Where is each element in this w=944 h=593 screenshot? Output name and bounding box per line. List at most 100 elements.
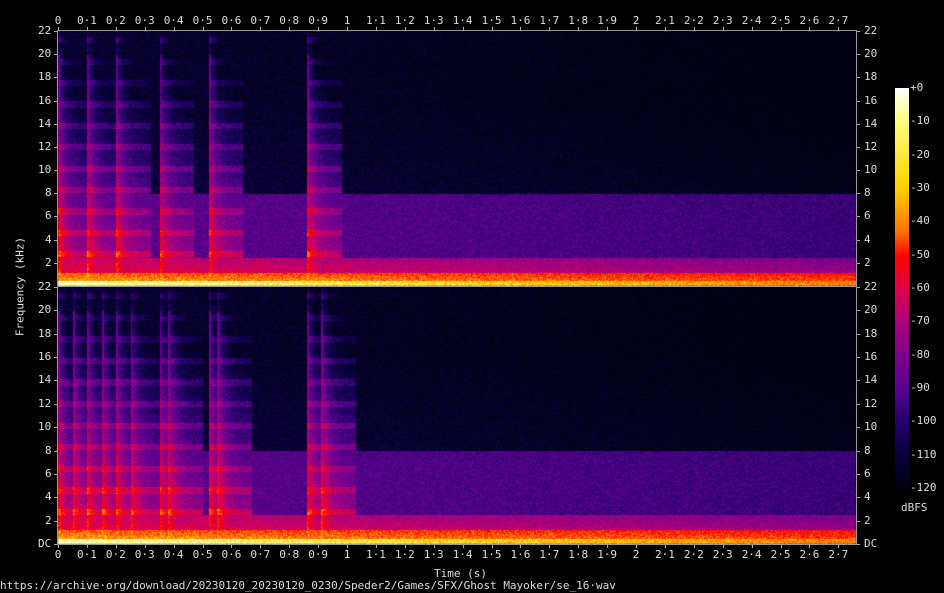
x-tick-label-top: 1·7 bbox=[539, 14, 560, 27]
y-tick-label-left: 2 bbox=[45, 255, 52, 269]
x-tick bbox=[58, 545, 59, 548]
y-tick bbox=[857, 544, 860, 545]
x-tick bbox=[260, 545, 262, 548]
y-tick bbox=[54, 357, 57, 359]
y-tick-label-left: 16 bbox=[38, 350, 52, 364]
colorbar-tick-label: -100 bbox=[910, 414, 937, 428]
x-tick bbox=[433, 545, 435, 548]
y-tick-label-right: 8 bbox=[864, 186, 871, 200]
x-tick bbox=[549, 27, 551, 30]
x-tick-label-bottom: 1·1 bbox=[366, 548, 386, 561]
x-tick bbox=[404, 545, 406, 548]
y-tick bbox=[54, 146, 57, 148]
y-tick-label-left: 8 bbox=[45, 186, 52, 200]
x-tick bbox=[693, 545, 695, 548]
colorbar-tick-label: -30 bbox=[910, 181, 930, 194]
y-tick bbox=[857, 520, 860, 522]
x-tick-label-top: 2·1 bbox=[655, 14, 675, 27]
x-tick bbox=[115, 27, 117, 30]
x-tick bbox=[231, 27, 233, 30]
y-tick bbox=[857, 216, 860, 218]
x-tick bbox=[809, 27, 811, 30]
x-tick-label-top: 2·3 bbox=[712, 14, 733, 27]
y-tick bbox=[54, 403, 57, 405]
x-tick-label-bottom: 1·8 bbox=[568, 548, 589, 561]
colorbar-tick-label: -60 bbox=[910, 281, 930, 294]
x-tick-label-bottom: 0·4 bbox=[163, 548, 184, 561]
x-tick-label-bottom: 0·8 bbox=[279, 548, 300, 561]
x-tick-label-top: 1·6 bbox=[510, 14, 531, 27]
channel-1-frame bbox=[57, 30, 857, 287]
x-tick-label-top: 2·6 bbox=[799, 14, 820, 27]
x-tick-label-top: 0·3 bbox=[134, 14, 155, 27]
x-tick bbox=[86, 27, 88, 30]
y-tick-label-left: 6 bbox=[45, 466, 52, 480]
x-tick bbox=[693, 27, 695, 30]
x-tick bbox=[260, 27, 262, 30]
x-tick bbox=[664, 27, 666, 30]
x-tick bbox=[780, 545, 782, 548]
y-tick bbox=[857, 287, 860, 288]
x-tick bbox=[838, 545, 840, 548]
x-tick bbox=[809, 545, 811, 548]
y-tick-label-right: 14 bbox=[864, 373, 878, 387]
y-tick bbox=[857, 31, 860, 32]
y-tick-label-left: 12 bbox=[38, 396, 52, 410]
y-tick-label-right: 10 bbox=[864, 163, 878, 177]
x-tick-label-bottom: 1·6 bbox=[510, 548, 531, 561]
x-tick bbox=[231, 545, 233, 548]
y-tick-label-right: 18 bbox=[864, 70, 878, 84]
y-tick-label-left: 2 bbox=[45, 513, 52, 527]
y-tick bbox=[857, 427, 860, 429]
y-tick bbox=[54, 473, 57, 475]
y-tick-label-left: 6 bbox=[45, 209, 52, 223]
y-tick bbox=[857, 170, 860, 172]
y-tick bbox=[54, 123, 57, 125]
channel-2-frame bbox=[57, 286, 857, 545]
x-tick bbox=[202, 27, 204, 30]
y-tick bbox=[54, 544, 57, 545]
y-tick bbox=[857, 450, 860, 452]
y-tick-label-left: 14 bbox=[38, 373, 52, 387]
y-tick bbox=[54, 450, 57, 452]
x-tick bbox=[318, 27, 320, 30]
x-tick-label-bottom: 1·5 bbox=[481, 548, 502, 561]
x-tick-label-bottom: 0·1 bbox=[77, 548, 97, 561]
colorbar-tick-label: -20 bbox=[910, 147, 930, 161]
x-tick bbox=[664, 545, 666, 548]
colorbar-tick-label: -110 bbox=[910, 447, 937, 461]
x-tick-label-bottom: 0·2 bbox=[105, 548, 126, 561]
y-tick-label-right: 18 bbox=[864, 326, 878, 340]
x-tick bbox=[144, 545, 146, 548]
x-tick bbox=[375, 27, 377, 30]
y-tick bbox=[857, 473, 860, 475]
x-tick bbox=[722, 545, 724, 548]
x-tick-label-top: 1 bbox=[343, 14, 351, 27]
x-tick bbox=[838, 27, 840, 30]
y-tick-label-right: 12 bbox=[864, 396, 878, 410]
y-tick-label-left: 4 bbox=[45, 490, 52, 504]
x-tick bbox=[751, 27, 753, 30]
y-tick bbox=[54, 520, 57, 522]
y-tick bbox=[857, 193, 860, 195]
x-tick-label-bottom: 2·7 bbox=[828, 548, 849, 561]
x-tick bbox=[520, 27, 522, 30]
y-tick-label-right: 12 bbox=[864, 139, 878, 153]
colorbar-label: dBFS bbox=[901, 501, 928, 514]
y-tick-label-left: 8 bbox=[45, 443, 52, 457]
x-tick-label-top: 1·3 bbox=[423, 14, 444, 27]
x-tick-label-top: 0·2 bbox=[105, 14, 126, 27]
x-tick-label-top: 1·9 bbox=[597, 14, 618, 27]
y-tick-label-left: 22 bbox=[38, 24, 52, 37]
x-tick bbox=[433, 27, 435, 30]
x-tick bbox=[491, 27, 493, 30]
x-tick bbox=[289, 545, 291, 548]
colorbar-tick-label: -80 bbox=[910, 347, 930, 361]
x-tick-label-top: 1·1 bbox=[366, 14, 386, 27]
y-tick bbox=[54, 216, 57, 218]
x-tick-label-top: 0·9 bbox=[308, 14, 329, 27]
x-tick-label-bottom: 0 bbox=[54, 548, 62, 561]
x-tick-label-bottom: 2·2 bbox=[683, 548, 704, 561]
y-tick bbox=[54, 193, 57, 195]
